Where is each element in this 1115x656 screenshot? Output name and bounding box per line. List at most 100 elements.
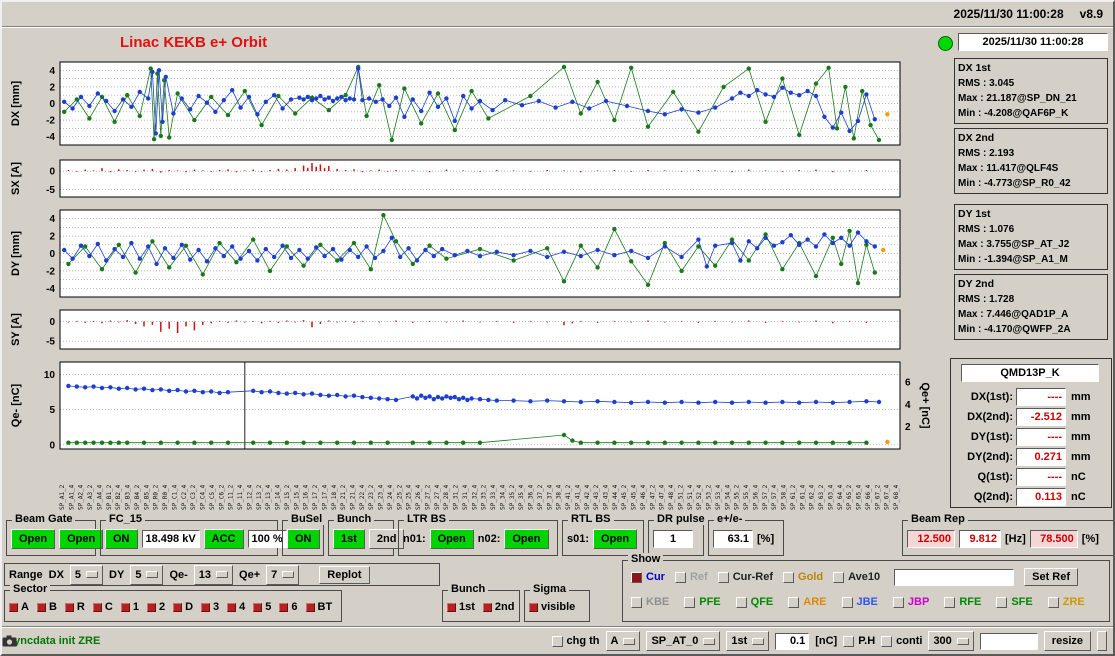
checkbox-label: ARE (803, 596, 827, 608)
rtl-bs-group: RTL BS s01: Open (562, 513, 644, 556)
beam-gate-group: Beam Gate Open Open (6, 513, 104, 556)
range-qep-select[interactable]: 7 (266, 564, 300, 585)
bunch-item-2nd[interactable]: 2nd (482, 601, 514, 613)
checkbox-box[interactable] (783, 571, 795, 583)
sector-item-4[interactable]: 4 (227, 601, 245, 613)
checkbox-box[interactable] (674, 571, 686, 583)
show-ref-toggle[interactable]: Ref (674, 571, 708, 583)
show-gold-toggle[interactable]: Gold (783, 571, 823, 583)
svg-text:SP_35_4: SP_35_4 (518, 484, 525, 510)
show-cur-ref-toggle[interactable]: Cur-Ref (717, 571, 773, 583)
set-ref-button[interactable]: Set Ref (1024, 568, 1079, 586)
fc15-acc-button[interactable]: ACC (203, 529, 244, 549)
show-jbe-toggle[interactable]: JBE (841, 596, 878, 608)
busel-group: BuSel ON (282, 513, 326, 556)
sector-item-r[interactable]: R (64, 601, 85, 613)
ltr-n01-open-button[interactable]: Open (429, 529, 474, 549)
show-jbp-toggle[interactable]: JBP (892, 596, 929, 608)
resize-button[interactable]: resize (1043, 631, 1091, 651)
dy-orbit-plot[interactable]: 4 2 0 -2 -4 DY [mm] (2, 208, 907, 300)
ltr-n02-open-button[interactable]: Open (504, 529, 549, 549)
busel-on-button[interactable]: ON (287, 529, 320, 549)
chg-th-checkbox[interactable] (551, 635, 563, 647)
camera-button[interactable] (2, 631, 1107, 651)
sector-item-bt[interactable]: BT (305, 601, 332, 613)
option-menu-icon (956, 637, 969, 645)
charge-plot[interactable]: 10 5 0 Qe- [nC] 6 4 2 Qe+ [nC] (2, 360, 932, 452)
show-sfe-toggle[interactable]: SFE (996, 596, 1033, 608)
beam-gate-open-2-button[interactable]: Open (59, 529, 104, 549)
device-select[interactable]: SP_AT_0 (646, 631, 721, 651)
sector-item-5[interactable]: 5 (253, 601, 271, 613)
range-dy-select[interactable]: 5 (130, 564, 164, 585)
bunch-1st-button[interactable]: 1st (333, 529, 365, 549)
chg-th-toggle[interactable]: chg th (551, 635, 600, 647)
conti-toggle[interactable]: conti (881, 635, 922, 647)
show-kbe-toggle[interactable]: KBE (631, 596, 669, 608)
checkbox-box[interactable] (788, 596, 800, 608)
toggle-label: 1 (132, 601, 139, 613)
range-dx-select[interactable]: 5 (69, 564, 104, 585)
conti-checkbox[interactable] (881, 635, 893, 647)
sector-item-1[interactable]: 1 (120, 601, 139, 613)
checkbox-box[interactable] (631, 571, 642, 583)
trigger-select[interactable]: A (605, 631, 641, 651)
ph-checkbox[interactable] (843, 635, 855, 647)
sigma-items: visible (529, 601, 575, 613)
stats-box-dx-1st: DX 1st RMS : 3.045 Max : 21.187@SP_DN_21 Mi… (954, 58, 1108, 124)
checkbox-box[interactable] (1047, 596, 1059, 608)
sy-steering-plot[interactable]: 0 -5 SY [A] (2, 308, 907, 352)
checkbox-box[interactable] (684, 596, 696, 608)
toggle-label: 3 (213, 601, 220, 613)
checkbox-box[interactable] (631, 596, 642, 608)
stats-box-dy-2nd: DY 2nd RMS : 1.728 Max : 7.446@QAD1P_A Min … (954, 274, 1108, 340)
replot-button[interactable]: Replot (319, 565, 370, 584)
interval-value: 300 (933, 635, 952, 647)
svg-text:SP_12_4: SP_12_4 (246, 484, 253, 510)
sigma-item-visible[interactable]: visible (529, 601, 575, 613)
ph-toggle[interactable]: P.H (843, 635, 875, 647)
bunch-select[interactable]: 1st (726, 631, 770, 651)
sector-item-6[interactable]: 6 (279, 601, 298, 613)
bunch-item-1st[interactable]: 1st (447, 601, 475, 613)
qmd-row-dx1st: DX(1st): ---- mm (951, 387, 1111, 407)
svg-text:SP_45_2: SP_45_2 (621, 484, 628, 510)
svg-text:SP_B2_4: SP_B2_4 (115, 484, 122, 510)
sector-item-2[interactable]: 2 (146, 601, 165, 613)
checkbox-box[interactable] (996, 596, 1008, 608)
threshold-input[interactable] (775, 632, 810, 650)
sector-item-d[interactable]: D (173, 601, 193, 613)
bunch-select-group: Bunch 1st 2nd (328, 513, 405, 556)
sigma-label: Sigma (530, 583, 570, 595)
checkbox-box[interactable] (944, 596, 956, 608)
interval-select[interactable]: 300 (928, 631, 974, 651)
ref-file-input[interactable] (894, 568, 1015, 586)
show-pfe-toggle[interactable]: PFE (684, 596, 721, 608)
checkbox-box[interactable] (717, 571, 729, 583)
fc15-on-button[interactable]: ON (105, 529, 138, 549)
range-qem-select[interactable]: 13 (193, 564, 234, 585)
svg-text:SP_A3_2: SP_A3_2 (87, 484, 94, 510)
show-cur-toggle[interactable]: Cur (631, 571, 665, 583)
toggle-indicator (529, 602, 538, 612)
show-ave10-toggle[interactable]: Ave10 (833, 571, 880, 583)
show-zre-toggle[interactable]: ZRE (1047, 596, 1085, 608)
beam-gate-open-1-button[interactable]: Open (11, 529, 56, 549)
checkbox-box[interactable] (841, 596, 853, 608)
sx-steering-plot[interactable]: 0 -5 SX [A] (2, 158, 907, 200)
rtl-s01-open-button[interactable]: Open (593, 529, 638, 549)
aux-input[interactable] (979, 632, 1038, 650)
show-rfe-toggle[interactable]: RFE (944, 596, 981, 608)
checkbox-box[interactable] (892, 596, 904, 608)
show-are-toggle[interactable]: ARE (788, 596, 827, 608)
dx-orbit-plot[interactable]: 4 2 0 -2 -4 DX [mm] (2, 60, 907, 148)
svg-text:SP_61_4: SP_61_4 (799, 484, 806, 510)
bunch-2nd-button[interactable]: 2nd (368, 529, 405, 549)
sector-item-c[interactable]: C (92, 601, 113, 613)
checkbox-box[interactable] (833, 571, 845, 583)
show-qfe-toggle[interactable]: QFE (735, 596, 773, 608)
sector-item-b[interactable]: B (36, 601, 57, 613)
sector-item-3[interactable]: 3 (201, 601, 219, 613)
checkbox-box[interactable] (735, 596, 747, 608)
sector-item-a[interactable]: A (9, 601, 29, 613)
